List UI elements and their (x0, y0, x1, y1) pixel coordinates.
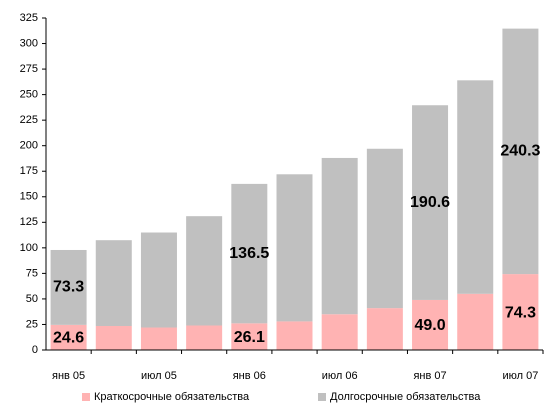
y-tick-label: 100 (20, 242, 38, 254)
legend-label: Краткосрочные обязательства (94, 391, 250, 403)
y-tick-label: 200 (20, 140, 38, 152)
bar-segment (186, 325, 223, 350)
x-tick-label: июл 07 (502, 370, 538, 382)
legend-swatch (82, 393, 90, 401)
value-label: 240.3 (500, 143, 540, 160)
x-tick-label: янв 07 (413, 370, 446, 382)
x-tick-label: янв 05 (52, 370, 85, 382)
value-label: 73.3 (53, 279, 84, 296)
bar-segment (50, 249, 87, 325)
value-label: 26.1 (234, 329, 265, 346)
y-tick-label: 0 (32, 344, 38, 356)
value-label: 190.6 (410, 194, 450, 211)
bar-segment (321, 314, 358, 350)
bar-segment (186, 216, 223, 326)
bar-segment (457, 80, 494, 294)
y-tick-label: 175 (20, 165, 38, 177)
bar-segment (412, 105, 449, 300)
bar-segment (276, 174, 313, 322)
legend-swatch (318, 393, 326, 401)
bar-segment (457, 293, 494, 350)
bar-segment (140, 327, 177, 350)
bar-segment (140, 232, 177, 328)
y-tick-label: 75 (26, 267, 38, 279)
legend-label: Долгосрочные обязательства (330, 391, 481, 403)
y-tick-label: 125 (20, 216, 38, 228)
y-tick-label: 225 (20, 114, 38, 126)
y-tick-label: 250 (20, 89, 38, 101)
x-tick-label: июл 05 (141, 370, 177, 382)
y-tick-label: 50 (26, 293, 38, 305)
y-tick-label: 300 (20, 37, 38, 49)
bar-segment (231, 323, 268, 350)
bar-segment (276, 321, 313, 350)
bar-segment (412, 299, 449, 350)
bar-segment (502, 274, 539, 350)
bar-segment (50, 324, 87, 350)
value-label: 136.5 (229, 245, 269, 262)
bar-segment (366, 308, 403, 350)
bar-segment (502, 28, 539, 275)
bar-segment (366, 148, 403, 309)
y-tick-label: 25 (26, 318, 38, 330)
value-label: 24.6 (53, 330, 84, 347)
bar-segment (95, 240, 132, 326)
bar-segment (95, 325, 132, 350)
x-tick-label: янв 06 (233, 370, 266, 382)
y-tick-label: 275 (20, 63, 38, 75)
y-tick-label: 150 (20, 191, 38, 203)
y-tick-label: 325 (20, 12, 38, 24)
x-tick-label: июл 06 (322, 370, 358, 382)
bar-segment (231, 183, 268, 324)
bar-segment (321, 157, 358, 315)
value-label: 49.0 (414, 317, 445, 334)
value-label: 74.3 (505, 304, 536, 321)
